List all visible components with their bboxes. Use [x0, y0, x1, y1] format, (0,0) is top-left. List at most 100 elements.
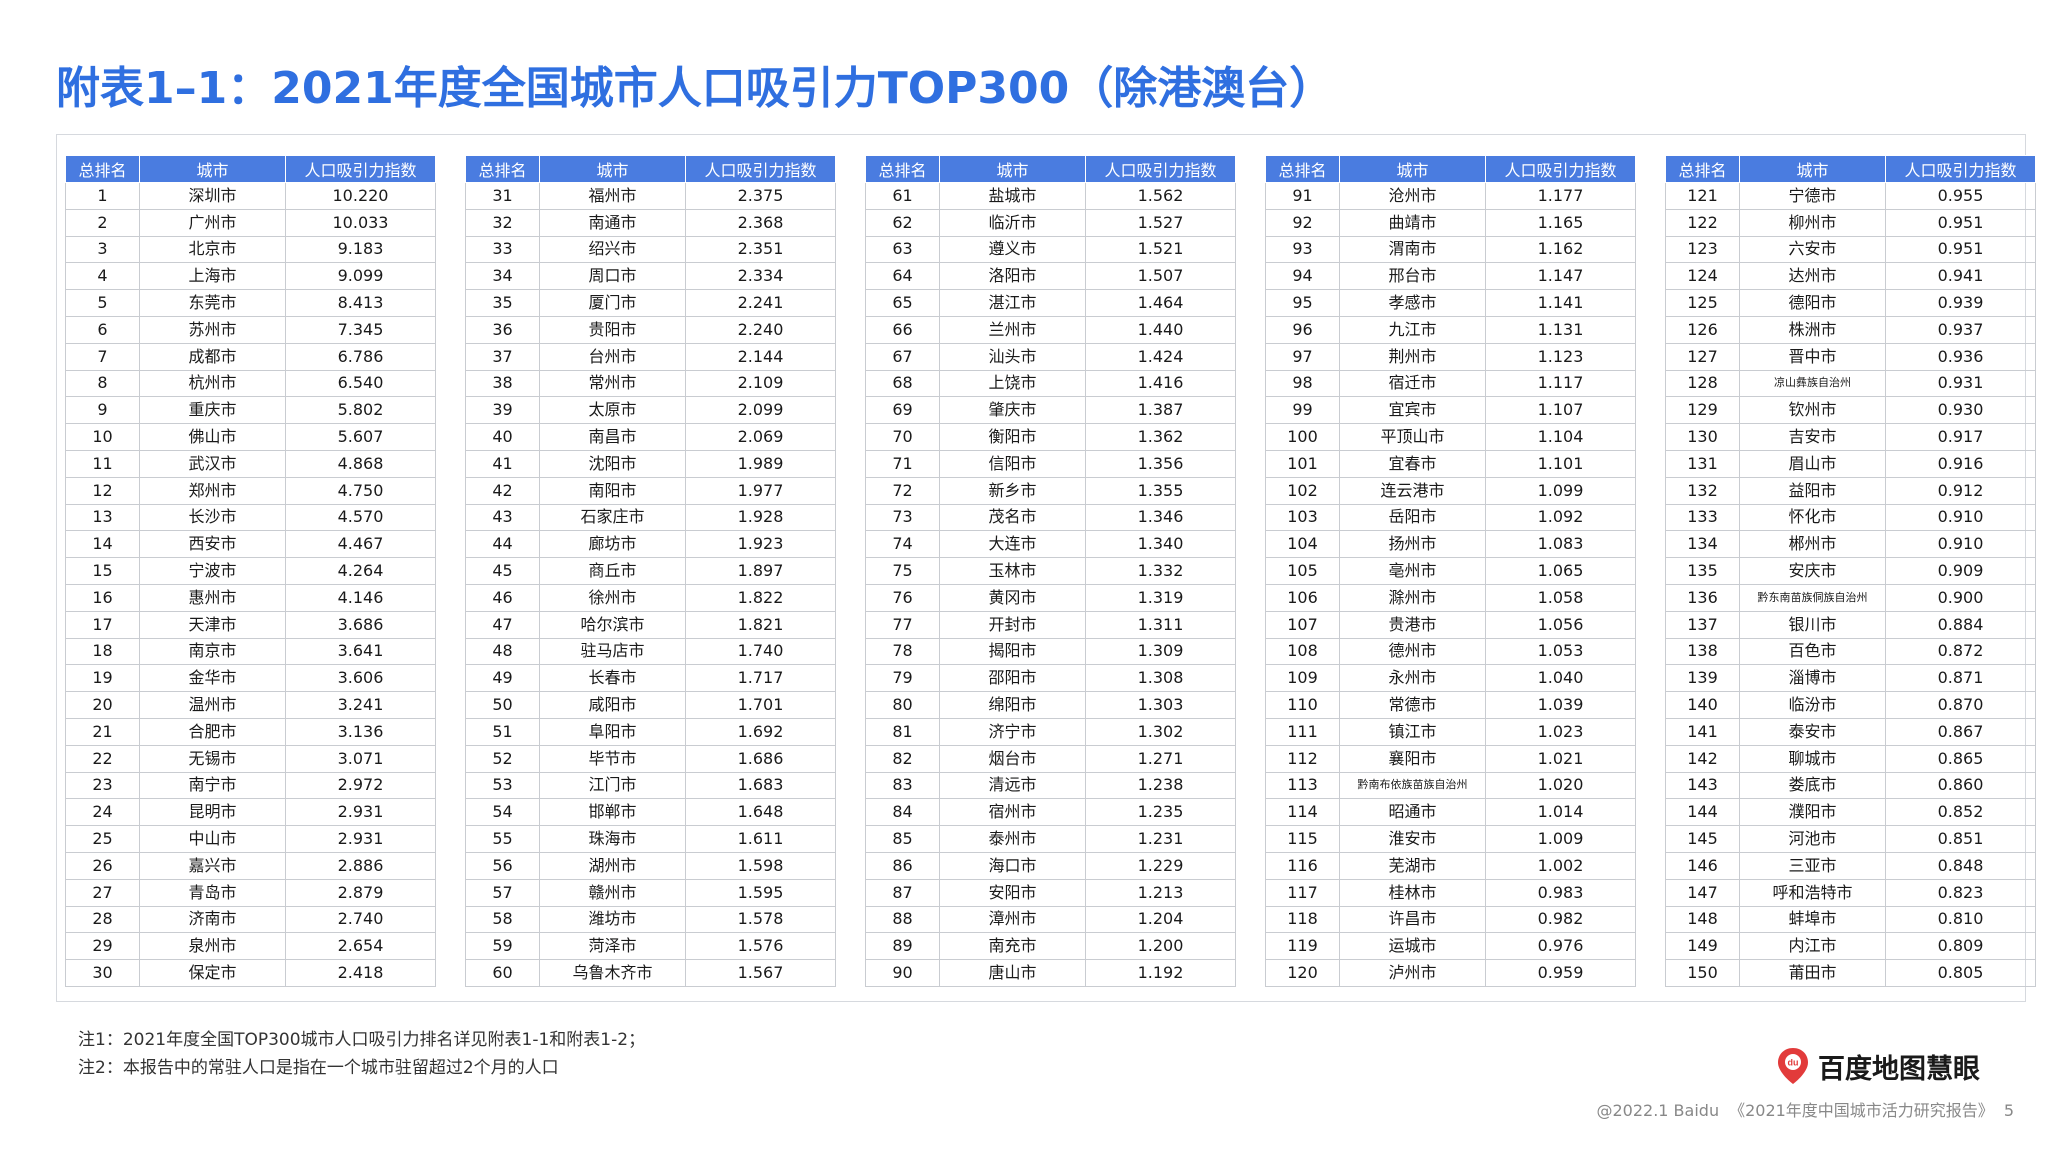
header-index: 人口吸引力指数 [1885, 155, 2036, 183]
city-cell: 驻马店市 [539, 637, 686, 666]
index-cell: 1.162 [1485, 235, 1636, 264]
rank-cell: 80 [865, 691, 940, 719]
index-cell: 1.686 [685, 744, 836, 773]
city-cell: 烟台市 [939, 744, 1086, 773]
rank-cell: 148 [1665, 905, 1740, 934]
rank-cell: 90 [865, 959, 940, 987]
rank-cell: 59 [465, 932, 540, 961]
city-cell: 郑州市 [139, 476, 286, 505]
rank-cell: 62 [865, 208, 940, 237]
table-row: 65 湛江市 1.464 [865, 289, 1236, 317]
index-cell: 0.937 [1885, 315, 2036, 344]
index-cell: 1.740 [685, 637, 836, 666]
city-cell: 青岛市 [139, 878, 286, 907]
city-cell: 深圳市 [139, 182, 286, 210]
index-cell: 4.570 [285, 503, 436, 532]
rank-cell: 58 [465, 905, 540, 934]
ranking-table-5: 总排名 城市 人口吸引力指数 121 宁德市 0.955 122 柳州市 0.951 123 六安市… [1665, 155, 2036, 987]
rank-cell: 20 [65, 691, 140, 719]
index-cell: 1.424 [1085, 342, 1236, 371]
table-row: 61 盐城市 1.562 [865, 182, 1236, 210]
table-row: 149 内江市 0.809 [1665, 932, 2036, 961]
table-row: 56 湖州市 1.598 [465, 851, 836, 880]
city-cell: 昆明市 [139, 798, 286, 827]
index-cell: 0.851 [1885, 825, 2036, 853]
city-cell: 大连市 [939, 530, 1086, 559]
page-number: 5 [2003, 1101, 2014, 1120]
table-row: 105 亳州市 1.065 [1265, 557, 1636, 585]
city-cell: 哈尔滨市 [539, 610, 686, 639]
index-cell: 4.750 [285, 476, 436, 505]
table-row: 10 佛山市 5.607 [65, 423, 436, 451]
rank-cell: 28 [65, 905, 140, 934]
ranking-table-4: 总排名 城市 人口吸引力指数 91 沧州市 1.177 92 曲靖市 1.165 93 渭南市 1.1… [1265, 155, 1636, 987]
index-cell: 1.576 [685, 932, 836, 961]
table-row: 118 许昌市 0.982 [1265, 905, 1636, 934]
index-cell: 1.897 [685, 557, 836, 585]
city-cell: 九江市 [1339, 315, 1486, 344]
rank-cell: 45 [465, 557, 540, 585]
table-row: 12 郑州市 4.750 [65, 476, 436, 505]
city-cell: 宜宾市 [1339, 396, 1486, 425]
rank-cell: 133 [1665, 503, 1740, 532]
city-cell: 遵义市 [939, 235, 1086, 264]
rank-cell: 16 [65, 583, 140, 612]
table-header-row: 总排名 城市 人口吸引力指数 [65, 155, 436, 183]
city-cell: 镇江市 [1339, 717, 1486, 746]
table-row: 133 怀化市 0.910 [1665, 503, 2036, 532]
city-cell: 内江市 [1739, 932, 1886, 961]
city-cell: 菏泽市 [539, 932, 686, 961]
rank-cell: 74 [865, 530, 940, 559]
city-cell: 南充市 [939, 932, 1086, 961]
table-header-row: 总排名 城市 人口吸引力指数 [1665, 155, 2036, 183]
city-cell: 苏州市 [139, 315, 286, 344]
index-cell: 5.802 [285, 396, 436, 425]
rank-cell: 122 [1665, 208, 1740, 237]
table-row: 89 南充市 1.200 [865, 932, 1236, 961]
table-row: 34 周口市 2.334 [465, 262, 836, 291]
index-cell: 2.144 [685, 342, 836, 371]
table-row: 5 东莞市 8.413 [65, 289, 436, 317]
rank-cell: 49 [465, 664, 540, 693]
city-cell: 泰州市 [939, 825, 1086, 853]
rank-cell: 23 [65, 771, 140, 800]
rank-cell: 147 [1665, 878, 1740, 907]
table-row: 126 株洲市 0.937 [1665, 315, 2036, 344]
index-cell: 1.340 [1085, 530, 1236, 559]
city-cell: 济南市 [139, 905, 286, 934]
table-row: 146 三亚市 0.848 [1665, 851, 2036, 880]
city-cell: 阜阳市 [539, 717, 686, 746]
rank-cell: 105 [1265, 557, 1340, 585]
table-row: 41 沈阳市 1.989 [465, 449, 836, 478]
rank-cell: 37 [465, 342, 540, 371]
table-row: 84 宿州市 1.235 [865, 798, 1236, 827]
rank-cell: 77 [865, 610, 940, 639]
city-cell: 黄冈市 [939, 583, 1086, 612]
index-cell: 0.983 [1485, 878, 1636, 907]
table-row: 38 常州市 2.109 [465, 369, 836, 398]
city-cell: 常州市 [539, 369, 686, 398]
index-cell: 1.009 [1485, 825, 1636, 853]
index-cell: 3.686 [285, 610, 436, 639]
city-cell: 湖州市 [539, 851, 686, 880]
city-cell: 珠海市 [539, 825, 686, 853]
table-row: 49 长春市 1.717 [465, 664, 836, 693]
rank-cell: 101 [1265, 449, 1340, 478]
rank-cell: 121 [1665, 182, 1740, 210]
city-cell: 温州市 [139, 691, 286, 719]
rank-cell: 9 [65, 396, 140, 425]
index-cell: 0.852 [1885, 798, 2036, 827]
table-row: 123 六安市 0.951 [1665, 235, 2036, 264]
index-cell: 0.931 [1885, 369, 2036, 398]
rank-cell: 117 [1265, 878, 1340, 907]
table-row: 6 苏州市 7.345 [65, 315, 436, 344]
rank-cell: 71 [865, 449, 940, 478]
index-cell: 1.056 [1485, 610, 1636, 639]
index-cell: 3.606 [285, 664, 436, 693]
rank-cell: 12 [65, 476, 140, 505]
index-cell: 1.021 [1485, 744, 1636, 773]
city-cell: 台州市 [539, 342, 686, 371]
table-row: 46 徐州市 1.822 [465, 583, 836, 612]
rank-cell: 96 [1265, 315, 1340, 344]
table-row: 125 德阳市 0.939 [1665, 289, 2036, 317]
